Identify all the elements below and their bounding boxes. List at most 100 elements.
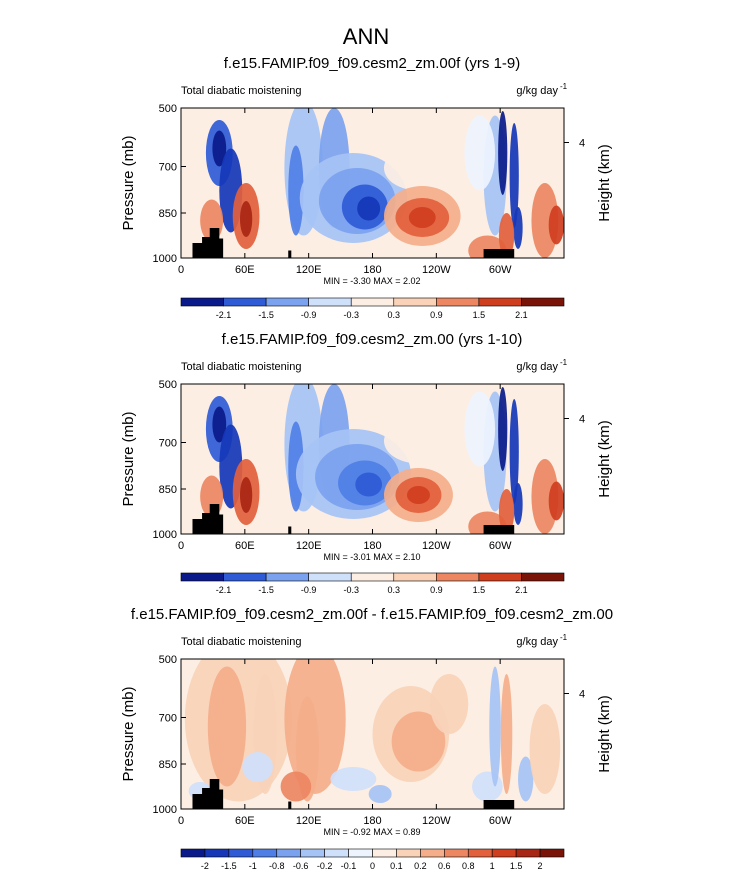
panel-2-contour-5 bbox=[239, 477, 253, 513]
panel-2-colorbar-label-6: 0.9 bbox=[430, 585, 443, 595]
panel-3-contour-11 bbox=[330, 767, 377, 791]
panel-2-colorbar-box-4 bbox=[308, 572, 352, 582]
panel-2-contour-2 bbox=[212, 406, 227, 443]
panel-1-contour-25 bbox=[548, 205, 564, 245]
figure-title: ANN bbox=[343, 24, 389, 49]
panel-1-xtick-5: 120W bbox=[422, 264, 451, 276]
panel-1-colorbar-label-6: 0.9 bbox=[430, 310, 443, 320]
panel-1-colorbar-label-4: -0.3 bbox=[343, 310, 359, 320]
panel-3-topography-6 bbox=[483, 800, 515, 809]
panel-3-colorbar-box-4 bbox=[252, 848, 278, 858]
panel-3-contour-12 bbox=[368, 785, 392, 803]
panel-3-colorbar-box-2 bbox=[204, 848, 230, 858]
panel-2-colorbar-label-5: 0.3 bbox=[388, 585, 401, 595]
panel-2-xtick-4: 180 bbox=[363, 540, 381, 552]
panel-3-ytick-4: 1000 bbox=[153, 804, 177, 816]
panel-1-contour-23 bbox=[498, 213, 515, 258]
panel-2-xtick-6: 60W bbox=[489, 540, 512, 552]
panel-2-units-label: g/kg day bbox=[516, 361, 558, 373]
panel-1-field bbox=[181, 108, 564, 258]
panel-3-colorbar-label-4: -0.8 bbox=[269, 861, 285, 871]
panel-2-colorbar-label-3: -0.9 bbox=[301, 585, 317, 595]
panel-3-xtick-3: 120E bbox=[296, 815, 322, 827]
panel-2-contour-22 bbox=[513, 483, 523, 525]
panel-2-ytick-1: 500 bbox=[159, 379, 177, 391]
panel-1-title: f.e15.FAMIP.f09_f09.cesm2_zm.00f (yrs 1-… bbox=[224, 55, 521, 72]
panel-2-field-label: Total diabatic moistening bbox=[181, 361, 301, 373]
panel-3-colorbar-box-5 bbox=[276, 848, 301, 858]
panel-3-colorbar-label-3: -1 bbox=[249, 861, 257, 871]
panel-2-topography-6 bbox=[483, 525, 515, 534]
panel-1-ylabel: Pressure (mb) bbox=[120, 135, 137, 230]
panel-1-ytick-1: 500 bbox=[159, 103, 177, 115]
panel-1-ytick-4: 1000 bbox=[153, 253, 177, 265]
chart-panel-1: f.e15.FAMIP.f09_f09.cesm2_zm.00f (yrs 1-… bbox=[120, 55, 613, 320]
panel-1-colorbar-box-2 bbox=[223, 297, 267, 307]
panel-3-colorbar-box-11 bbox=[420, 848, 445, 858]
panel-3-field-label: Total diabatic moistening bbox=[181, 636, 301, 648]
panel-3-colorbar-label-13: 1 bbox=[490, 861, 495, 871]
panel-2-colorbar-label-7: 1.5 bbox=[473, 585, 486, 595]
panel-1-colorbar-label-1: -2.1 bbox=[216, 310, 232, 320]
chart-panel-3: f.e15.FAMIP.f09_f09.cesm2_zm.00f - f.e15… bbox=[120, 606, 613, 871]
panel-1-colorbar-box-1 bbox=[180, 297, 224, 307]
panel-3-colorbar-label-8: 0 bbox=[370, 861, 375, 871]
panel-2-height-tick: 4 bbox=[579, 414, 585, 426]
panel-1-field-label: Total diabatic moistening bbox=[181, 85, 301, 97]
panel-3-xtick-2: 60E bbox=[235, 815, 255, 827]
panel-3-contour-6 bbox=[280, 771, 312, 802]
panel-2-contour-17 bbox=[406, 486, 430, 504]
panel-3-xtick-4: 180 bbox=[363, 815, 381, 827]
panel-1-ylabel-right: Height (km) bbox=[596, 144, 613, 222]
panel-1-ytick-2: 700 bbox=[159, 162, 177, 174]
panel-1-contour-2 bbox=[212, 130, 227, 167]
panel-2-minmax: MIN = -3.01 MAX = 2.10 bbox=[323, 552, 420, 562]
panel-1-colorbar-box-9 bbox=[521, 297, 565, 307]
panel-2-colorbar-label-1: -2.1 bbox=[216, 585, 232, 595]
panel-2-xtick-5: 120W bbox=[422, 540, 451, 552]
panel-3-height-tick: 4 bbox=[579, 689, 585, 701]
panel-3-contour-15 bbox=[500, 674, 513, 794]
panel-3-ytick-2: 700 bbox=[159, 713, 177, 725]
panel-1-colorbar-label-2: -1.5 bbox=[258, 310, 274, 320]
panel-1-colorbar-label-5: 0.3 bbox=[388, 310, 401, 320]
panel-2-topography-3 bbox=[209, 504, 220, 534]
panel-1-contour-26 bbox=[464, 115, 496, 191]
panel-1-colorbar-box-8 bbox=[478, 297, 522, 307]
panel-3-colorbar-box-16 bbox=[539, 848, 565, 858]
panel-3-colorbar-label-2: -1.5 bbox=[221, 861, 237, 871]
panel-1-contour-5 bbox=[239, 201, 253, 237]
panel-2-topography-4 bbox=[215, 514, 224, 534]
panel-1-contour-14 bbox=[383, 145, 453, 191]
panel-2-colorbar-box-5 bbox=[350, 572, 395, 582]
panel-3-ytick-1: 500 bbox=[159, 654, 177, 666]
panel-1-colorbar-label-7: 1.5 bbox=[473, 310, 486, 320]
panel-3-colorbar-label-10: 0.2 bbox=[414, 861, 427, 871]
panel-3-ylabel: Pressure (mb) bbox=[120, 686, 137, 781]
panel-2-colorbar-box-3 bbox=[265, 572, 309, 582]
panel-2-colorbar-box-7 bbox=[436, 572, 480, 582]
panel-3-xtick-1: 0 bbox=[178, 815, 184, 827]
panel-3-topography-4 bbox=[215, 789, 224, 809]
panel-3-colorbar-box-6 bbox=[300, 848, 325, 858]
panel-2-xtick-2: 60E bbox=[235, 540, 255, 552]
panel-2-colorbar-label-4: -0.3 bbox=[343, 585, 359, 595]
panel-2-colorbar-box-2 bbox=[223, 572, 267, 582]
panel-2-xtick-3: 120E bbox=[296, 540, 322, 552]
panel-1-contour-8 bbox=[288, 145, 304, 236]
panel-1-xtick-4: 180 bbox=[363, 264, 381, 276]
panel-2-colorbar-box-8 bbox=[478, 572, 522, 582]
chart-panel-2: f.e15.FAMIP.f09_f09.cesm2_zm.00 (yrs 1-1… bbox=[120, 331, 613, 595]
panel-3-colorbar-box-13 bbox=[467, 848, 493, 858]
panel-3-contour-2 bbox=[207, 666, 247, 787]
panel-3-colorbar-label-14: 1.5 bbox=[510, 861, 523, 871]
panel-2-contour-20 bbox=[498, 387, 508, 471]
panel-3-colorbar-box-14 bbox=[491, 848, 517, 858]
panel-2-contour-13 bbox=[355, 472, 383, 497]
panel-1-colorbar-label-3: -0.9 bbox=[301, 310, 317, 320]
panel-3-colorbar-label-15: 2 bbox=[538, 861, 543, 871]
panel-3-colorbar-box-3 bbox=[228, 848, 254, 858]
panel-1-xtick-6: 60W bbox=[489, 264, 512, 276]
panel-3-colorbar-label-1: -2 bbox=[201, 861, 209, 871]
